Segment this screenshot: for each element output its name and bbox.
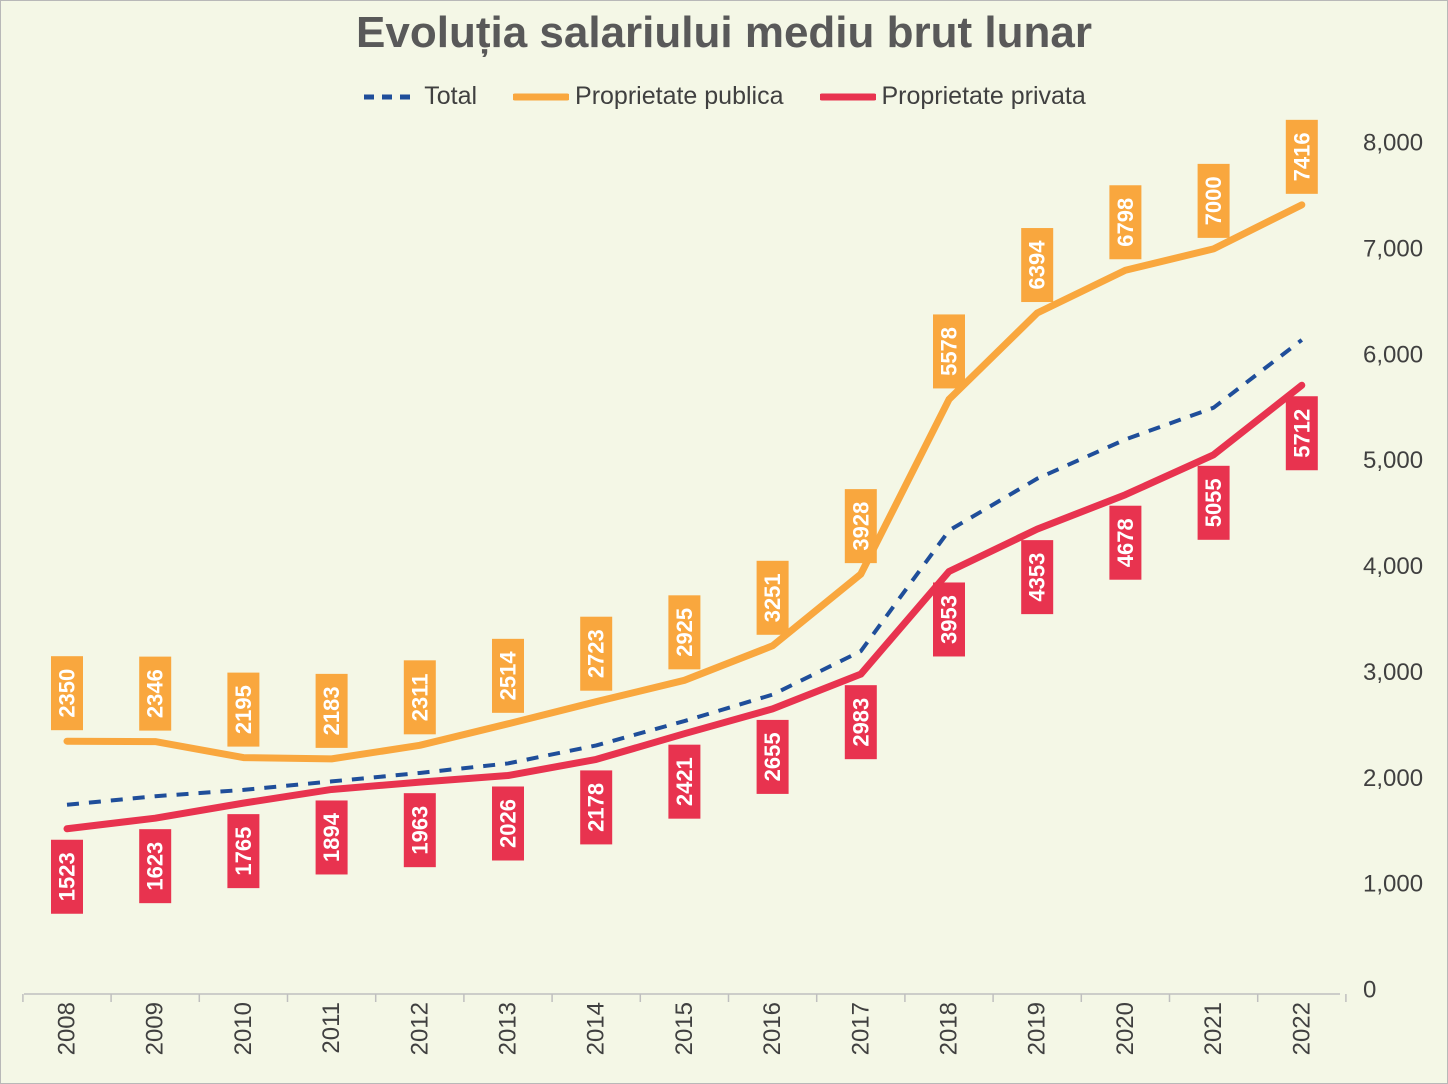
x-tick-label: 2019 [1024, 1002, 1051, 1055]
x-tick-label: 2012 [406, 1002, 433, 1055]
data-label-box [51, 656, 83, 731]
data-label: 6394 [1025, 240, 1050, 290]
x-tick-label: 2020 [1112, 1002, 1139, 1055]
series-line-2 [63, 381, 1306, 833]
y-tick-label: 0 [1363, 977, 1376, 1004]
data-label-box [756, 719, 789, 794]
y-tick-label: 5,000 [1363, 447, 1423, 474]
data-label: 3928 [848, 502, 873, 551]
data-label: 2195 [231, 685, 256, 734]
data-label-box [1285, 119, 1318, 194]
data-label-box [580, 616, 613, 691]
chart-title: Evoluția salariului mediu brut lunar [356, 8, 1092, 57]
data-label: 2178 [584, 783, 609, 832]
legend-swatch-private [819, 93, 876, 100]
data-label: 2350 [55, 669, 80, 718]
data-label-box [580, 770, 613, 845]
data-label-box [315, 800, 348, 875]
data-label-box [227, 814, 260, 889]
data-label: 2514 [496, 651, 521, 701]
data-label-box [1021, 228, 1054, 303]
data-label-box [844, 685, 877, 760]
data-label: 1765 [231, 827, 256, 876]
data-label-box [492, 638, 524, 713]
data-label-box [668, 744, 701, 819]
x-tick-label: 2018 [936, 1002, 963, 1055]
x-tick-label: 2013 [495, 1002, 522, 1055]
legend-item-total: Total [362, 82, 477, 111]
x-tick-label: 2008 [54, 1002, 81, 1055]
data-label-box [933, 314, 965, 389]
data-label-box [139, 656, 172, 731]
data-label: 6798 [1113, 198, 1138, 247]
data-label: 1623 [143, 842, 168, 891]
data-label-box [933, 582, 965, 657]
data-label: 2311 [407, 673, 432, 721]
legend-label-total: Total [424, 82, 478, 110]
data-label-box [403, 660, 436, 735]
series-line-0 [66, 338, 1304, 807]
x-tick-label: 2021 [1200, 1002, 1227, 1055]
legend-item-public: Proprietate publica [513, 82, 784, 111]
data-label: 7416 [1289, 132, 1314, 181]
data-label-box [1109, 185, 1142, 260]
data-label: 5055 [1201, 478, 1226, 527]
x-tick-label: 2022 [1288, 1002, 1315, 1055]
data-label-box [139, 829, 172, 904]
legend-item-private: Proprietate privata [819, 82, 1086, 111]
data-label-box [1021, 540, 1054, 615]
data-label: 1963 [407, 806, 432, 855]
y-tick-label: 1,000 [1363, 871, 1423, 898]
data-label: 7000 [1201, 176, 1226, 225]
x-tick-label: 2017 [847, 1002, 874, 1055]
legend-swatch-total [364, 94, 417, 99]
legend-swatch-public [513, 93, 570, 100]
data-label: 4678 [1113, 518, 1138, 567]
data-label: 5712 [1289, 409, 1314, 458]
data-label: 1523 [55, 852, 80, 901]
data-label: 3251 [760, 573, 785, 622]
data-label: 2925 [672, 608, 697, 657]
data-label-box [1109, 505, 1142, 580]
x-tick-label: 2010 [230, 1002, 257, 1055]
data-label: 2655 [760, 732, 785, 781]
data-label-box [51, 839, 83, 914]
data-label: 2346 [143, 669, 168, 718]
data-label-box [756, 560, 789, 635]
data-label-box [1285, 396, 1318, 471]
data-label-box [403, 793, 436, 868]
legend-label-public: Proprietate publica [575, 82, 784, 110]
data-label-box [1197, 465, 1230, 540]
legend-label-private: Proprietate privata [881, 82, 1086, 110]
data-label-box [492, 786, 524, 861]
data-label-box [844, 489, 877, 564]
data-label: 3953 [937, 595, 962, 644]
x-tick-label: 2015 [671, 1002, 698, 1055]
data-label-box [315, 673, 348, 748]
y-tick-label: 4,000 [1363, 553, 1423, 580]
series-line-1 [63, 201, 1306, 763]
x-tick-label: 2011 [318, 1002, 345, 1054]
data-label: 4353 [1025, 553, 1050, 602]
x-tick-label: 2016 [759, 1002, 786, 1055]
y-tick-label: 6,000 [1363, 341, 1423, 368]
data-label-box [1197, 163, 1230, 238]
data-label: 2026 [496, 799, 521, 848]
data-label: 2983 [848, 698, 873, 747]
y-tick-label: 3,000 [1363, 659, 1423, 686]
y-tick-label: 7,000 [1363, 235, 1423, 262]
data-label: 1894 [319, 812, 344, 862]
chart-legend: Total Proprietate publica Proprietate pr… [0, 82, 1448, 111]
data-label-box [227, 672, 260, 747]
data-label: 2183 [319, 686, 344, 735]
y-tick-label: 8,000 [1363, 130, 1423, 157]
y-tick-label: 2,000 [1363, 765, 1423, 792]
data-label: 2723 [584, 629, 609, 678]
data-label: 5578 [937, 327, 962, 376]
data-label: 2421 [672, 757, 697, 806]
data-label-box [668, 595, 701, 670]
x-tick-label: 2009 [142, 1002, 169, 1055]
x-tick-label: 2014 [583, 1002, 610, 1055]
